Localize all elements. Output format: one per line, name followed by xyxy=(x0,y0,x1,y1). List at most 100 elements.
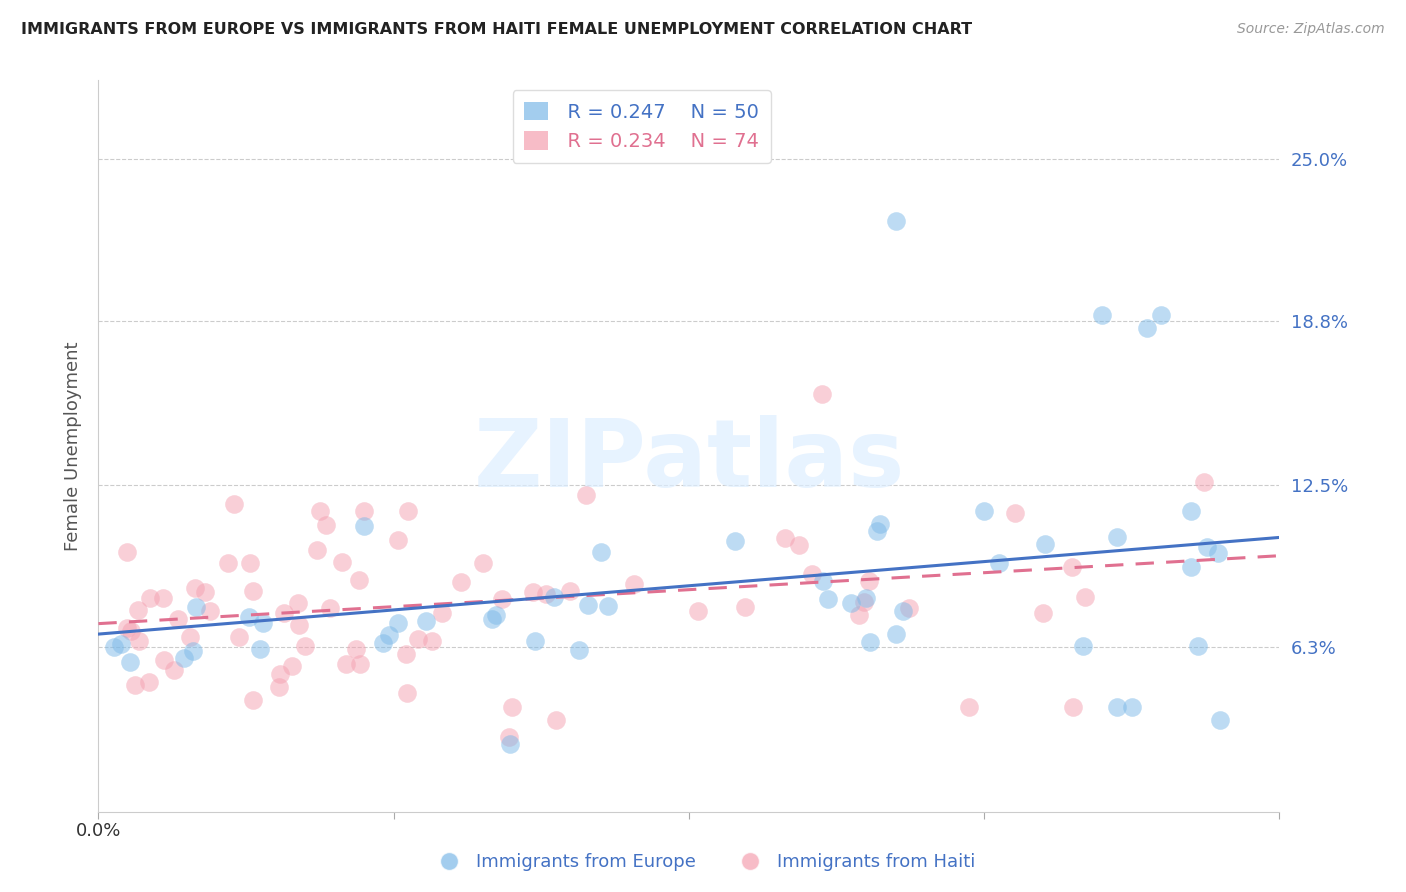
Point xyxy=(1107,530,1129,544)
Text: IMMIGRANTS FROM EUROPE VS IMMIGRANTS FROM HAITI FEMALE UNEMPLOYMENT CORRELATION : IMMIGRANTS FROM EUROPE VS IMMIGRANTS FRO… xyxy=(21,22,972,37)
Point xyxy=(523,633,546,648)
Point xyxy=(288,618,311,632)
Point xyxy=(1032,606,1054,620)
Point xyxy=(309,504,332,518)
Point xyxy=(117,544,139,558)
Point xyxy=(568,643,591,657)
Point xyxy=(817,591,839,606)
Point xyxy=(349,573,371,587)
Point xyxy=(396,685,419,699)
Point xyxy=(498,730,520,744)
Point xyxy=(623,577,645,591)
Text: 0.0%: 0.0% xyxy=(76,822,121,840)
Point xyxy=(222,497,245,511)
Point xyxy=(294,639,316,653)
Point xyxy=(858,574,880,588)
Point xyxy=(269,667,291,681)
Point xyxy=(228,630,250,644)
Point xyxy=(560,583,582,598)
Point xyxy=(378,628,401,642)
Legend: Immigrants from Europe, Immigrants from Haiti: Immigrants from Europe, Immigrants from … xyxy=(423,847,983,879)
Point xyxy=(120,624,142,639)
Point xyxy=(242,693,264,707)
Point xyxy=(501,700,523,714)
Point xyxy=(353,519,375,533)
Point xyxy=(1062,700,1084,714)
Text: ZIPatlas: ZIPatlas xyxy=(474,415,904,507)
Point xyxy=(853,594,876,608)
Point xyxy=(1180,559,1202,574)
Point xyxy=(181,644,204,658)
Point xyxy=(1004,506,1026,520)
Point xyxy=(866,524,889,539)
Point xyxy=(115,621,138,635)
Point xyxy=(1209,714,1232,728)
Point xyxy=(238,610,260,624)
Point xyxy=(242,583,264,598)
Point xyxy=(273,606,295,620)
Point xyxy=(1197,540,1219,554)
Point xyxy=(810,386,832,401)
Point xyxy=(1192,475,1215,490)
Point xyxy=(128,634,150,648)
Y-axis label: Female Unemployment: Female Unemployment xyxy=(65,342,83,550)
Point xyxy=(315,517,337,532)
Point xyxy=(591,544,613,558)
Point xyxy=(395,647,418,661)
Point xyxy=(855,591,877,605)
Point xyxy=(884,214,907,228)
Point xyxy=(491,591,513,606)
Point xyxy=(893,604,915,618)
Point xyxy=(1187,639,1209,653)
Point xyxy=(1091,309,1114,323)
Point xyxy=(335,657,357,671)
Point xyxy=(198,604,221,618)
Point xyxy=(186,599,208,614)
Point xyxy=(839,596,862,610)
Point xyxy=(499,737,522,751)
Point xyxy=(152,591,174,605)
Point xyxy=(869,517,891,532)
Point xyxy=(167,611,190,625)
Point xyxy=(349,657,371,671)
Point xyxy=(1206,546,1229,560)
Point xyxy=(787,537,810,551)
Point xyxy=(686,604,709,618)
Point xyxy=(103,640,125,655)
Point xyxy=(173,651,195,665)
Point xyxy=(287,596,309,610)
Point xyxy=(522,584,544,599)
Point xyxy=(415,614,437,628)
Point xyxy=(239,557,262,571)
Point xyxy=(1107,700,1129,714)
Point xyxy=(546,714,568,728)
Point xyxy=(596,599,619,613)
Point xyxy=(267,680,290,694)
Point xyxy=(194,584,217,599)
Point xyxy=(897,601,920,615)
Point xyxy=(848,607,870,622)
Point xyxy=(153,653,176,667)
Point xyxy=(1150,309,1173,323)
Point xyxy=(249,642,271,657)
Point xyxy=(471,557,494,571)
Point xyxy=(576,598,599,612)
Point xyxy=(319,600,342,615)
Point xyxy=(1074,590,1097,604)
Point xyxy=(1121,700,1143,714)
Point xyxy=(184,581,207,595)
Point xyxy=(813,574,835,588)
Point xyxy=(987,556,1010,570)
Point xyxy=(1180,504,1202,518)
Point xyxy=(959,700,981,714)
Point xyxy=(138,675,160,690)
Point xyxy=(484,607,506,622)
Point xyxy=(534,587,557,601)
Point xyxy=(127,603,149,617)
Point xyxy=(724,534,747,549)
Point xyxy=(734,599,756,614)
Point xyxy=(973,504,995,518)
Point xyxy=(801,567,824,582)
Point xyxy=(859,635,882,649)
Point xyxy=(773,531,796,545)
